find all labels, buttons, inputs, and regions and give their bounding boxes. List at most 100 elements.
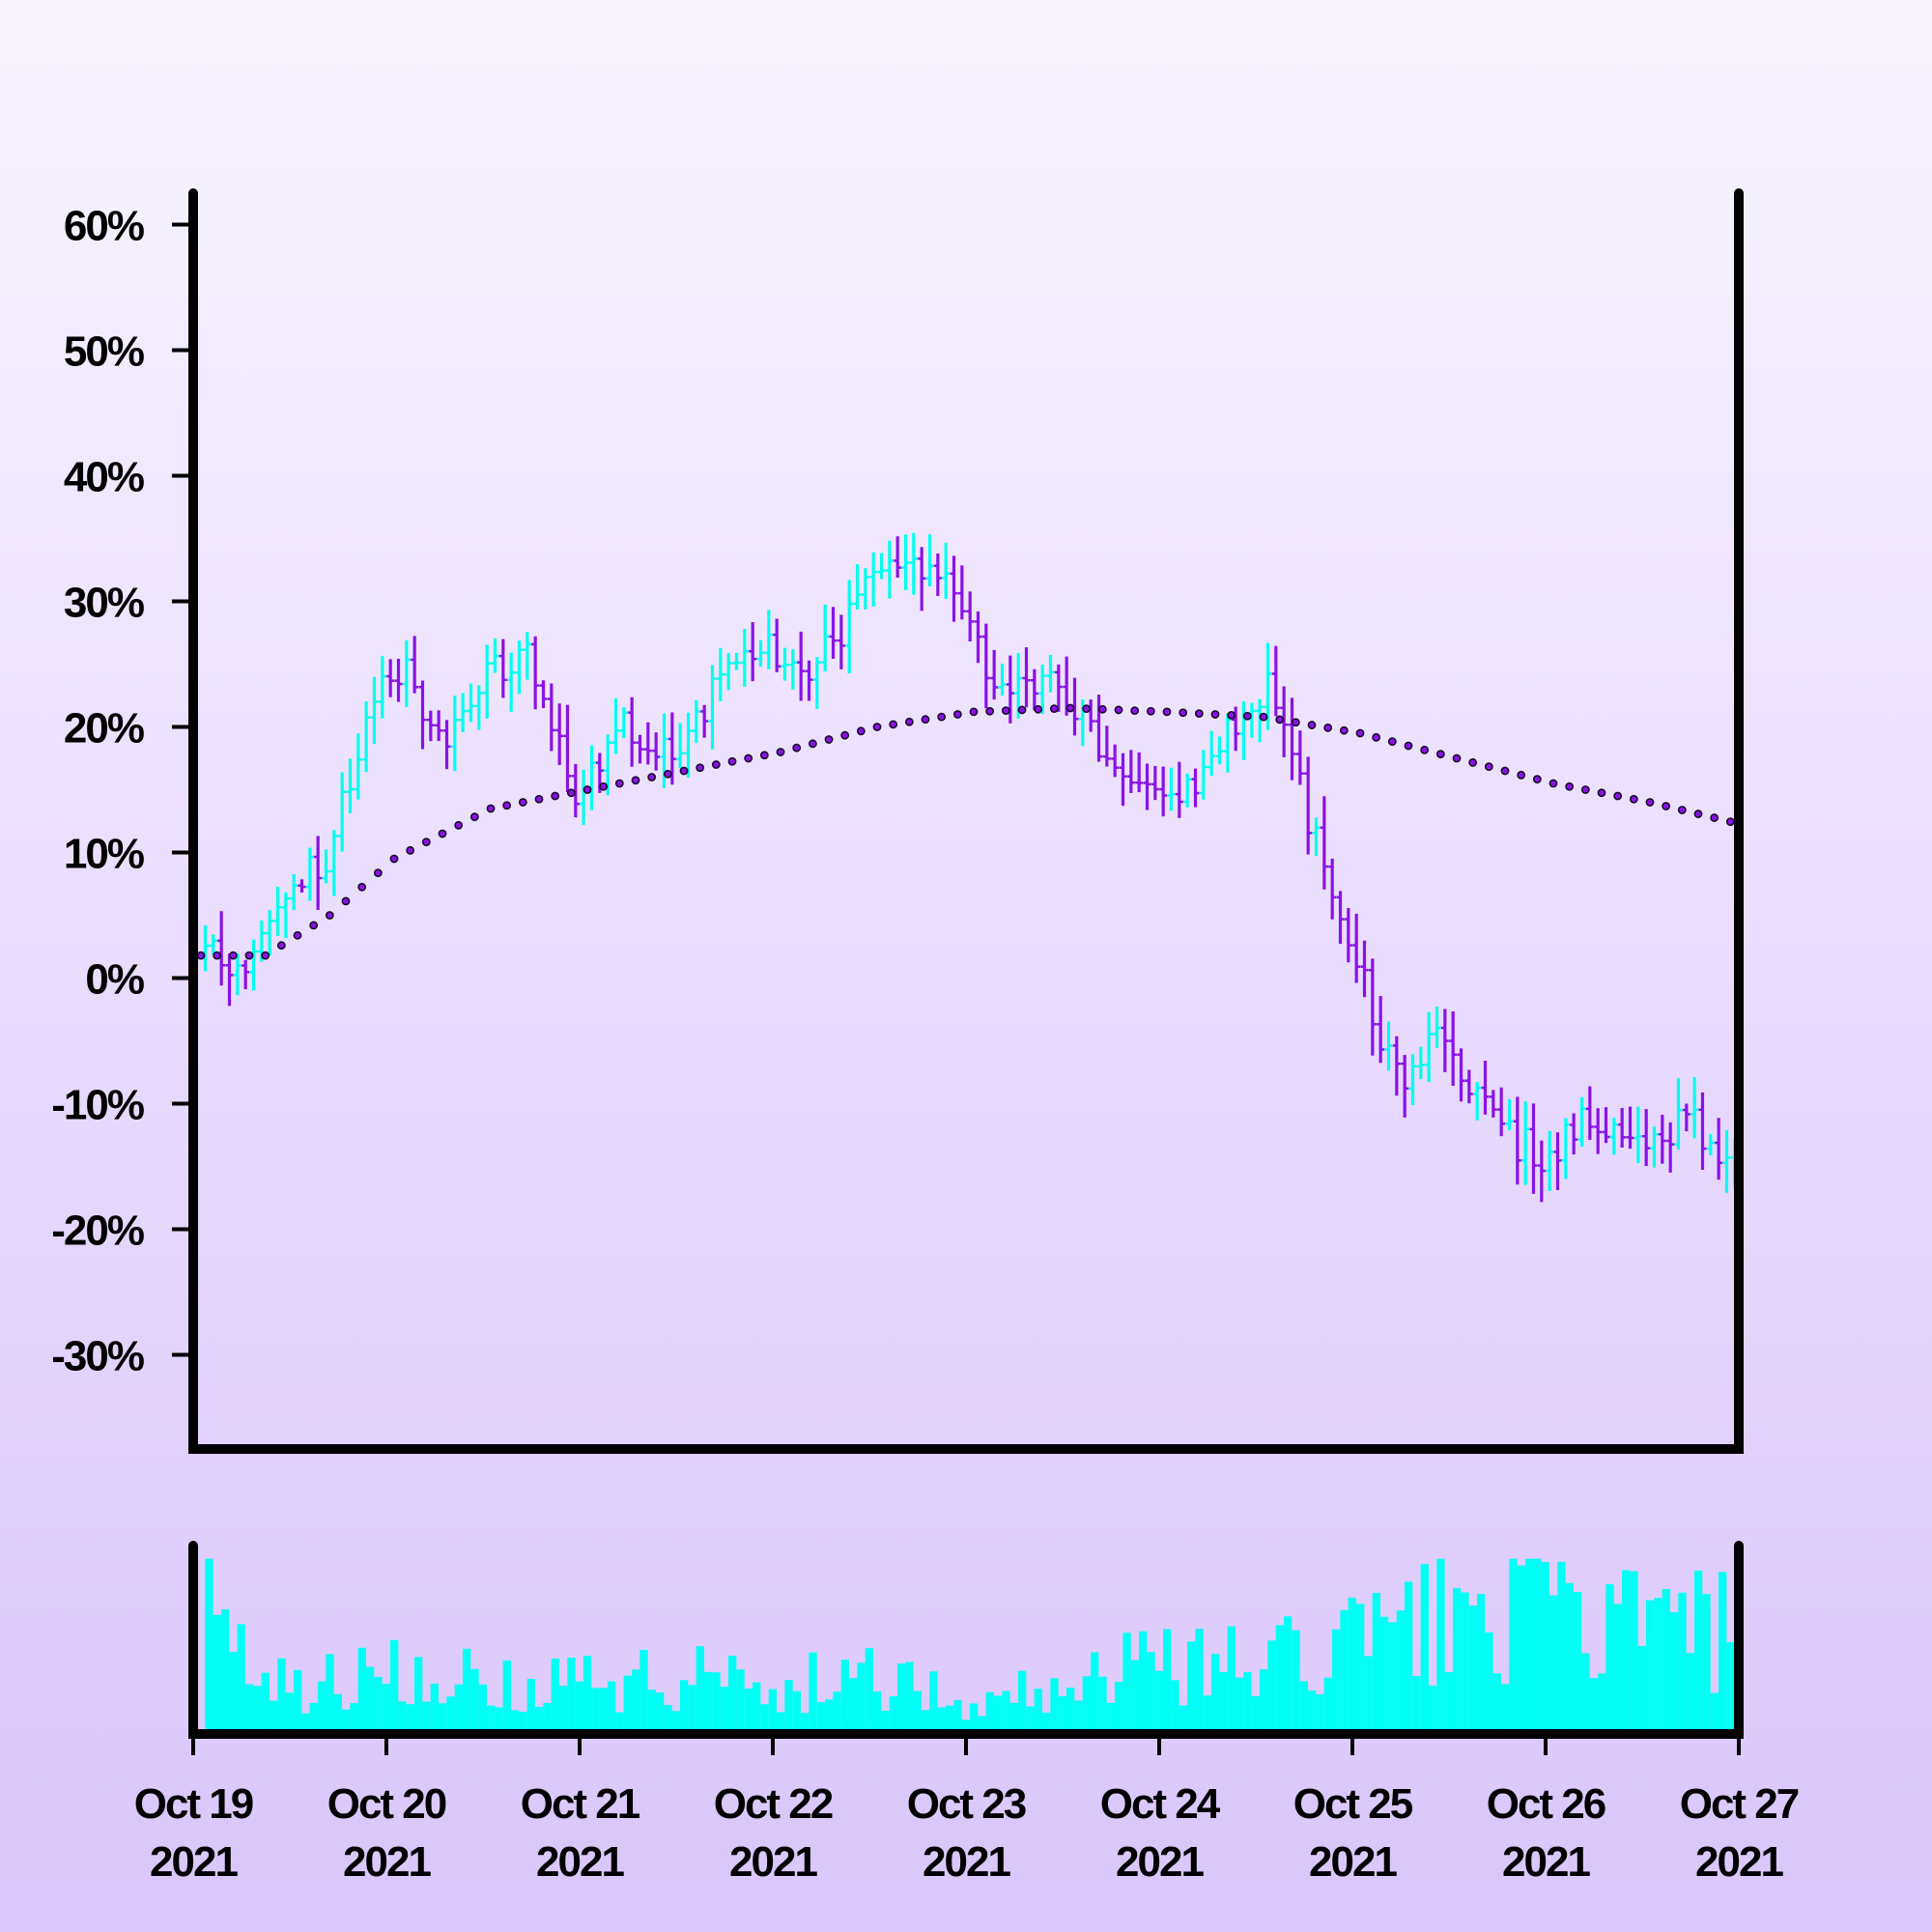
price-bar (1030, 668, 1038, 711)
y-tick-label: 50% (64, 328, 144, 376)
volume-bar (1139, 1631, 1148, 1734)
price-bar (708, 665, 717, 750)
price-bar (1151, 765, 1159, 801)
volume-bars (205, 1558, 1743, 1734)
x-tick-label: Oct 25 2021 (1293, 1780, 1415, 1886)
volume-bar (229, 1651, 238, 1734)
volume-bar (221, 1608, 230, 1734)
price-bar (1191, 768, 1200, 808)
price-bar (773, 618, 781, 672)
price-bar (515, 640, 524, 695)
volume-bar (1719, 1572, 1727, 1734)
moving-average-point (1049, 704, 1059, 714)
moving-average-point (759, 751, 769, 760)
price-bar (1650, 1126, 1659, 1168)
volume-bar (639, 1649, 648, 1734)
price-bar (1570, 1113, 1578, 1155)
price-bar (724, 653, 733, 691)
moving-average-point (696, 763, 705, 773)
price-bar (805, 660, 813, 701)
price-bar (764, 610, 773, 669)
price-bar (1658, 1114, 1666, 1164)
volume-bar (664, 1704, 672, 1734)
moving-average-point (840, 730, 850, 740)
price-bar (732, 652, 741, 670)
y-axis-ticks: 60% 50% 40% 30% 20% 10% 0% -10% -20% -30% (51, 203, 193, 1380)
price-bar (1464, 1069, 1473, 1104)
moving-average-point (824, 735, 834, 744)
price-bar (1473, 1082, 1482, 1121)
volume-bar (647, 1690, 656, 1734)
volume-bar (1340, 1609, 1349, 1734)
volume-bar (840, 1660, 849, 1734)
price-bar (523, 632, 531, 680)
volume-bar (333, 1693, 342, 1734)
volume-bar (1042, 1712, 1051, 1734)
moving-average-point (727, 756, 737, 766)
price-bar (555, 703, 564, 765)
volume-bar (454, 1684, 463, 1734)
price-bar (1384, 1021, 1393, 1071)
y-tick-label: -20% (51, 1208, 144, 1255)
price-bar (998, 664, 1007, 696)
volume-bar (591, 1688, 600, 1734)
volume-bar (873, 1690, 882, 1734)
moving-average-point (1580, 785, 1590, 794)
x-tick-label-line2: 2021 (1502, 1838, 1590, 1886)
volume-bar (1203, 1695, 1211, 1734)
moving-average-point (1355, 728, 1365, 738)
moving-average-point (856, 726, 866, 736)
moving-average-point (1613, 791, 1623, 801)
x-tick-label-line1: Oct 21 (521, 1780, 640, 1828)
volume-bar (929, 1671, 938, 1734)
volume-bar (398, 1701, 407, 1734)
price-bar (1006, 655, 1014, 724)
volume-bar (1227, 1626, 1236, 1734)
moving-average-point (599, 781, 609, 791)
volume-bar (608, 1681, 616, 1734)
y-tick-label: 0% (85, 956, 143, 1004)
price-bar (1328, 858, 1337, 920)
price-bar (1529, 1103, 1538, 1194)
price-bar (1247, 702, 1256, 738)
volume-bar (994, 1695, 1003, 1734)
volume-bar (1018, 1670, 1027, 1734)
x-tick-label: Oct 27 2021 (1680, 1780, 1801, 1886)
moving-average-point (551, 791, 560, 801)
volume-bar (1654, 1598, 1662, 1734)
x-tick-label-line2: 2021 (729, 1838, 817, 1886)
volume-bar (1509, 1558, 1518, 1734)
volume-bar (768, 1689, 777, 1734)
price-bar (628, 696, 637, 767)
moving-average-point (325, 911, 334, 920)
price-bar (1320, 796, 1328, 890)
moving-average-point (776, 748, 785, 756)
price-bar (539, 680, 548, 709)
volume-bar (1026, 1706, 1035, 1734)
x-tick-label-line1: Oct 19 (134, 1780, 253, 1828)
moving-average-point (1082, 704, 1092, 714)
volume-bar (825, 1699, 834, 1734)
volume-bar (1477, 1594, 1486, 1734)
price-bar (1288, 697, 1296, 781)
volume-bar (374, 1676, 383, 1734)
moving-average-point (1194, 709, 1204, 719)
volume-bar (213, 1614, 221, 1734)
volume-bar (1147, 1652, 1155, 1734)
price-bar (643, 722, 652, 765)
moving-average-point (1242, 711, 1252, 721)
price-bar (1497, 1087, 1506, 1137)
price-bar (362, 701, 371, 773)
axes (188, 188, 1744, 1739)
x-tick-label-line1: Oct 23 (907, 1780, 1026, 1828)
price-bar (1368, 958, 1377, 1056)
volume-bar (1533, 1558, 1542, 1734)
moving-average-point (566, 788, 576, 798)
volume-bar (1694, 1570, 1703, 1734)
price-bar (756, 639, 765, 668)
moving-average-point (309, 921, 319, 930)
price-bar (217, 911, 226, 986)
volume-bar (1316, 1693, 1324, 1734)
volume-bar (301, 1713, 310, 1734)
volume-bar (382, 1683, 390, 1734)
